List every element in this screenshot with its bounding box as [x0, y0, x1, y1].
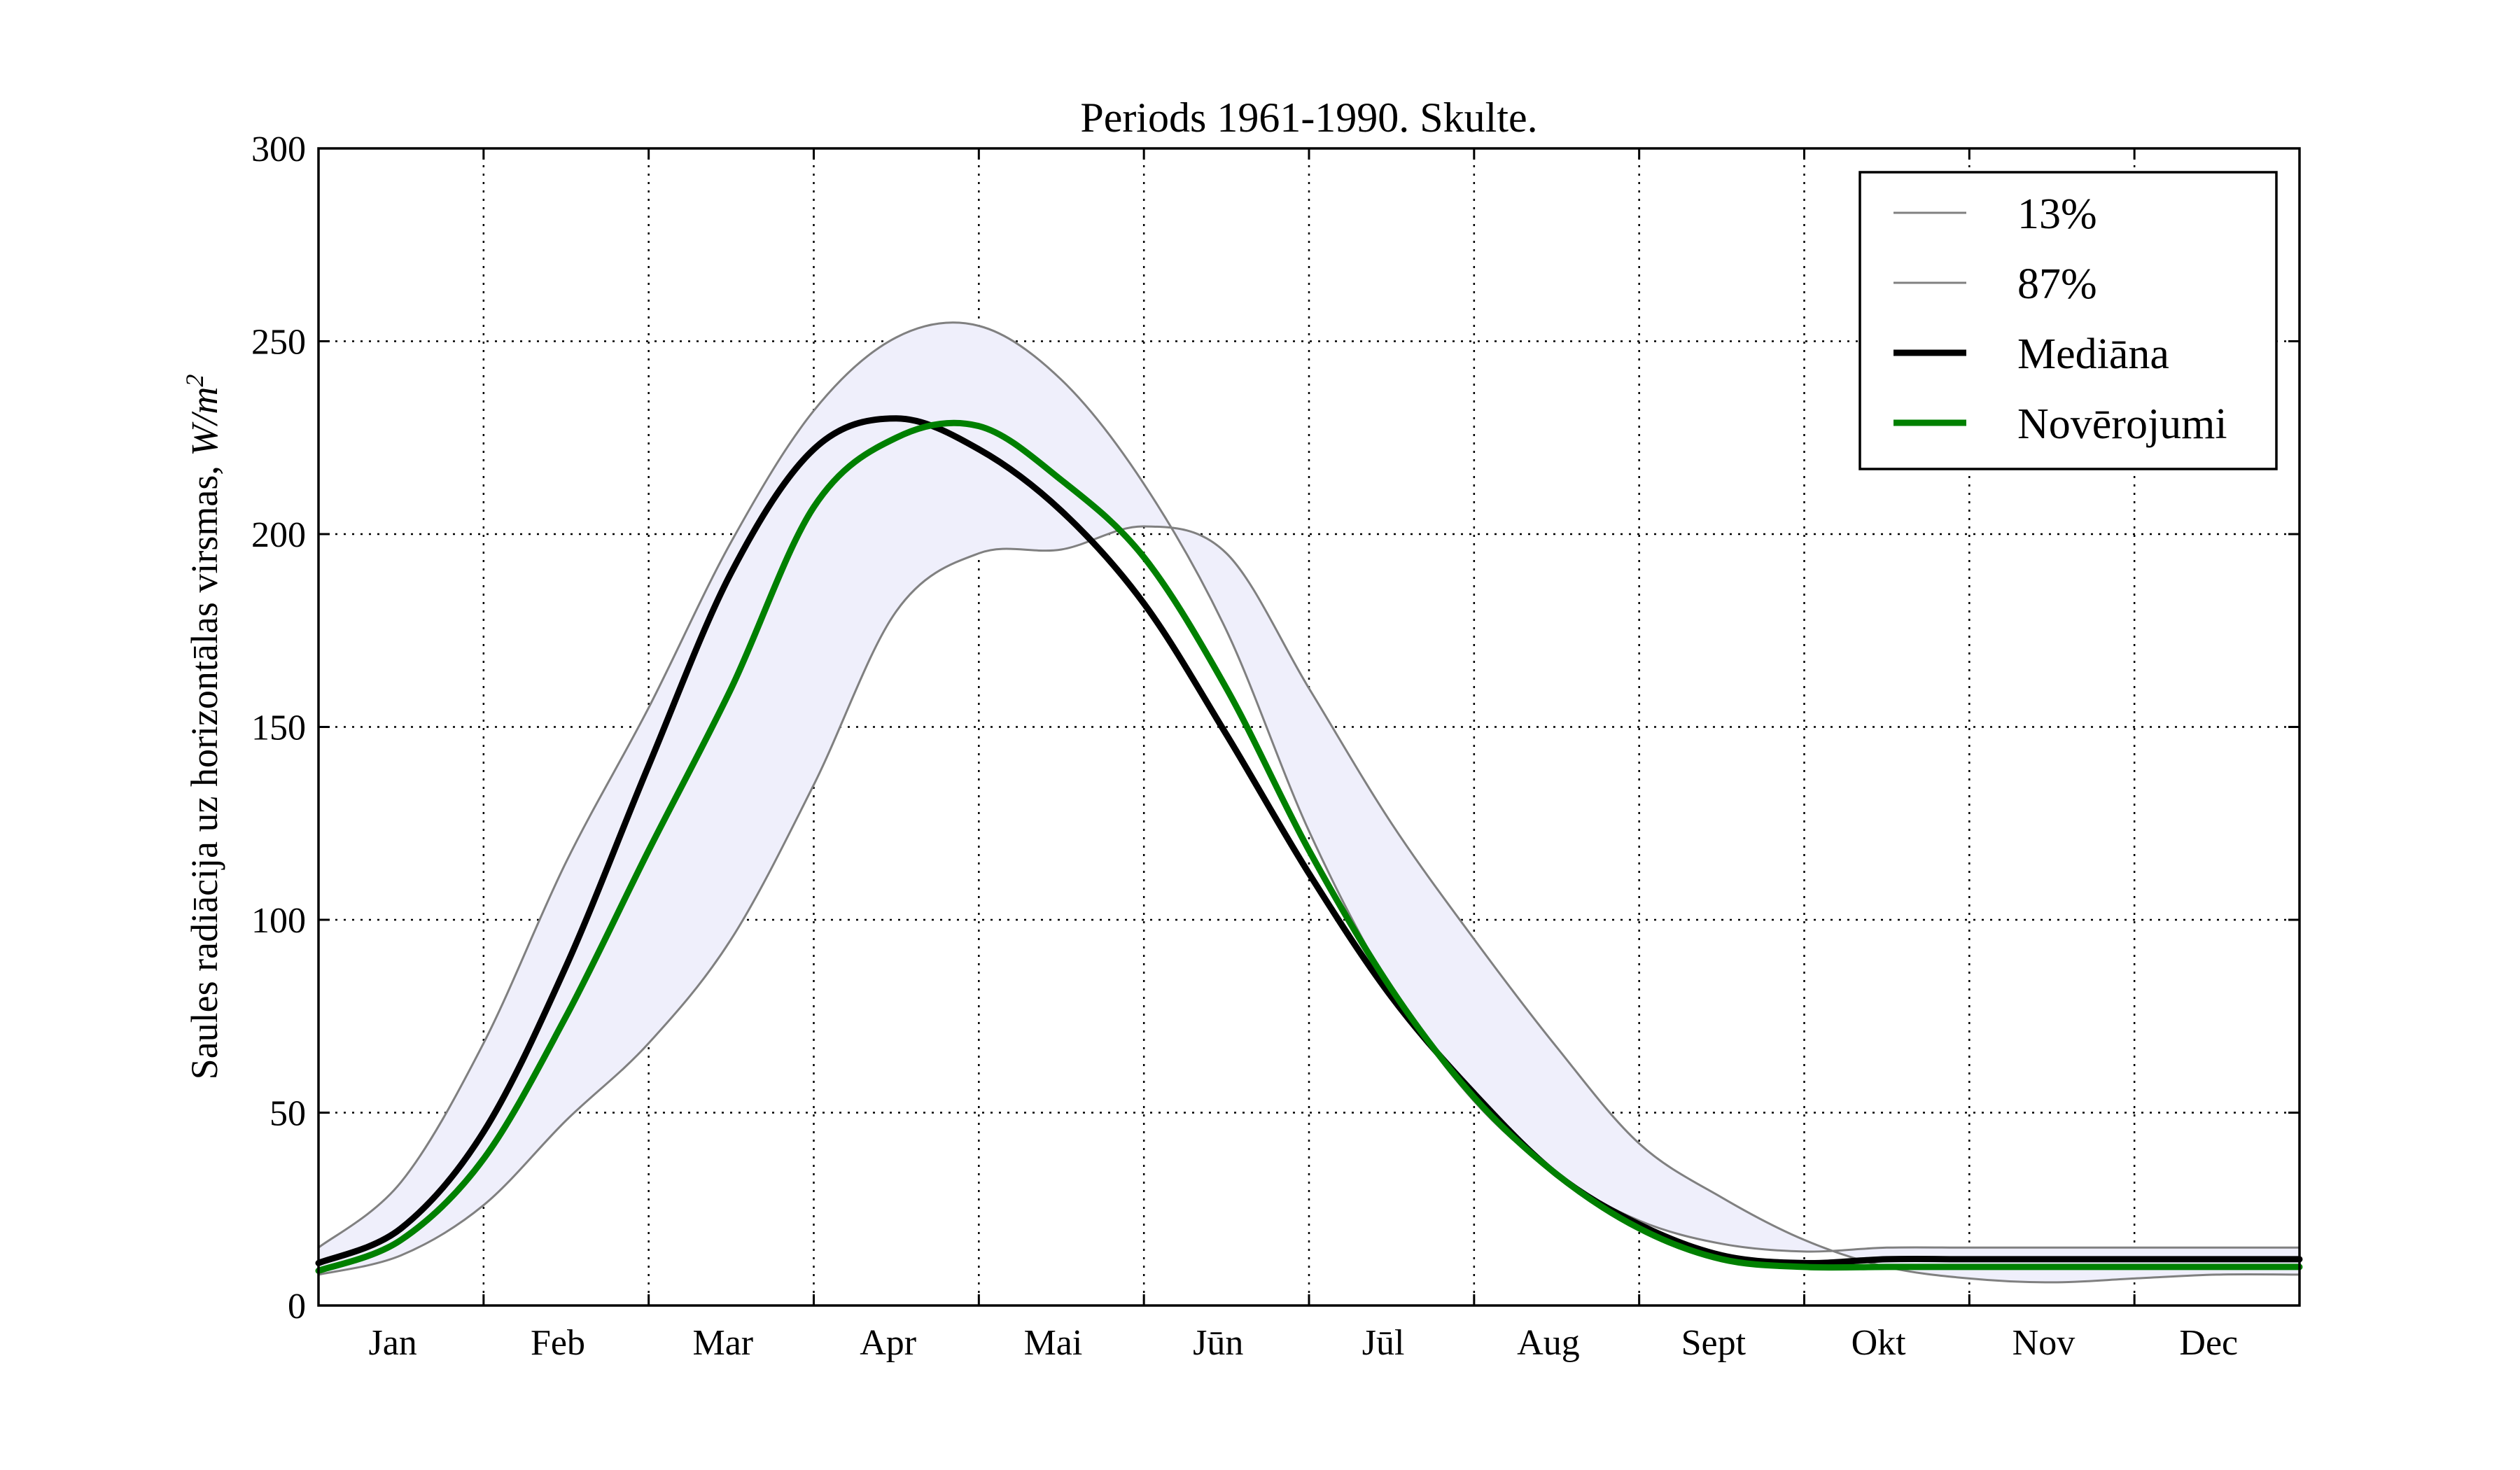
- x-tick-label: Jūn: [1193, 1323, 1243, 1363]
- x-tick-label: Mai: [1024, 1323, 1083, 1363]
- x-tick-label: Mar: [692, 1323, 753, 1363]
- legend-label: 13%: [2017, 190, 2097, 238]
- y-tick-label: 50: [270, 1094, 306, 1134]
- y-tick-label: 200: [251, 515, 306, 555]
- x-tick-label: Jan: [368, 1323, 416, 1363]
- x-tick-label: Apr: [860, 1323, 916, 1363]
- percentile-band: [318, 322, 2300, 1282]
- x-tick-label: Feb: [531, 1323, 585, 1363]
- y-axis-label-text: Saules radiācija uz horizontālas virsmas…: [183, 456, 225, 1080]
- legend-label: 87%: [2017, 260, 2097, 308]
- series-line-1: [317, 321, 2301, 1253]
- series-line-0: [317, 525, 2301, 1284]
- legend-label: Novērojumi: [2017, 400, 2227, 448]
- legend: 13% 87% Mediāna Novērojumi: [1858, 171, 2278, 470]
- x-tick-label: Aug: [1517, 1323, 1580, 1363]
- y-axis-label-unit: W/m: [183, 387, 225, 456]
- chart-title: Periods 1961-1990. Skulte.: [1080, 94, 1537, 141]
- y-axis-label: Saules radiācija uz horizontālas virsmas…: [181, 374, 225, 1080]
- y-tick-label: 0: [288, 1287, 306, 1326]
- legend-box: [1858, 171, 2278, 470]
- x-tick-label: Nov: [2012, 1323, 2076, 1363]
- y-tick-label: 300: [251, 130, 306, 169]
- x-tick-label: Okt: [1851, 1323, 1907, 1363]
- y-axis-label-unit-exponent: 2: [181, 374, 209, 387]
- axes: 0 50 100 150 200 250 300 Jan Feb Mar Apr Mai Jūn Jūl A…: [251, 130, 2301, 1363]
- y-tick-label: 100: [251, 901, 306, 941]
- x-tick-label: Jūl: [1362, 1323, 1405, 1363]
- y-tick-label: 150: [251, 708, 306, 748]
- series-lines: [315, 321, 2303, 1284]
- x-tick-label: Sept: [1681, 1323, 1746, 1363]
- band-fill-13-87: [318, 322, 2300, 1282]
- series-line-3: [315, 419, 2303, 1274]
- y-tick-label: 250: [251, 323, 306, 363]
- legend-label: Mediāna: [2017, 330, 2169, 378]
- series-line-2: [315, 415, 2303, 1266]
- x-tick-label: Dec: [2179, 1323, 2238, 1363]
